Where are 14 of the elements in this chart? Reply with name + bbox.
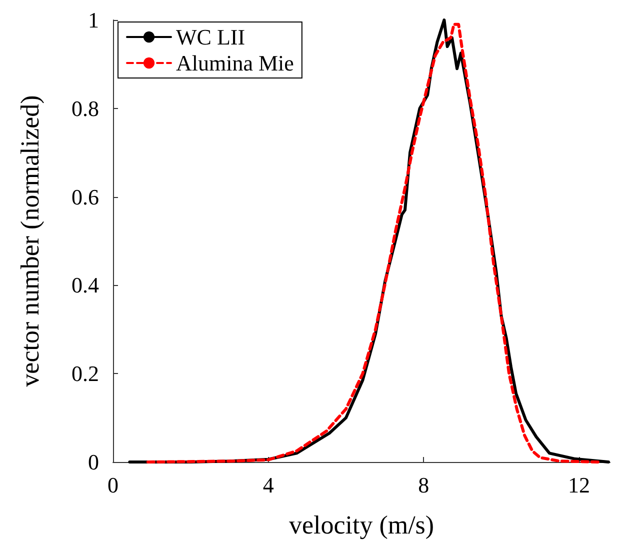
y-tick-label: 1	[88, 8, 99, 32]
y-tick-label: 0.4	[72, 272, 99, 298]
x-tick-label: 4	[262, 472, 274, 498]
y-axis-title: vector number (normalized)	[16, 95, 44, 387]
legend-label: Alumina Mie	[176, 50, 294, 76]
y-tick-label: 0.6	[72, 184, 99, 210]
x-axis-title: velocity (m/s)	[288, 510, 434, 540]
y-tick-label: 0.8	[72, 96, 99, 121]
y-tick-label: 0	[88, 450, 99, 474]
x-tick-label: 0	[108, 472, 118, 498]
x-tick-label: 12	[568, 472, 590, 498]
legend-label: WC LII	[176, 24, 246, 50]
y-tick-label: 0.2	[72, 361, 99, 386]
x-tick-label: 8	[418, 472, 430, 498]
